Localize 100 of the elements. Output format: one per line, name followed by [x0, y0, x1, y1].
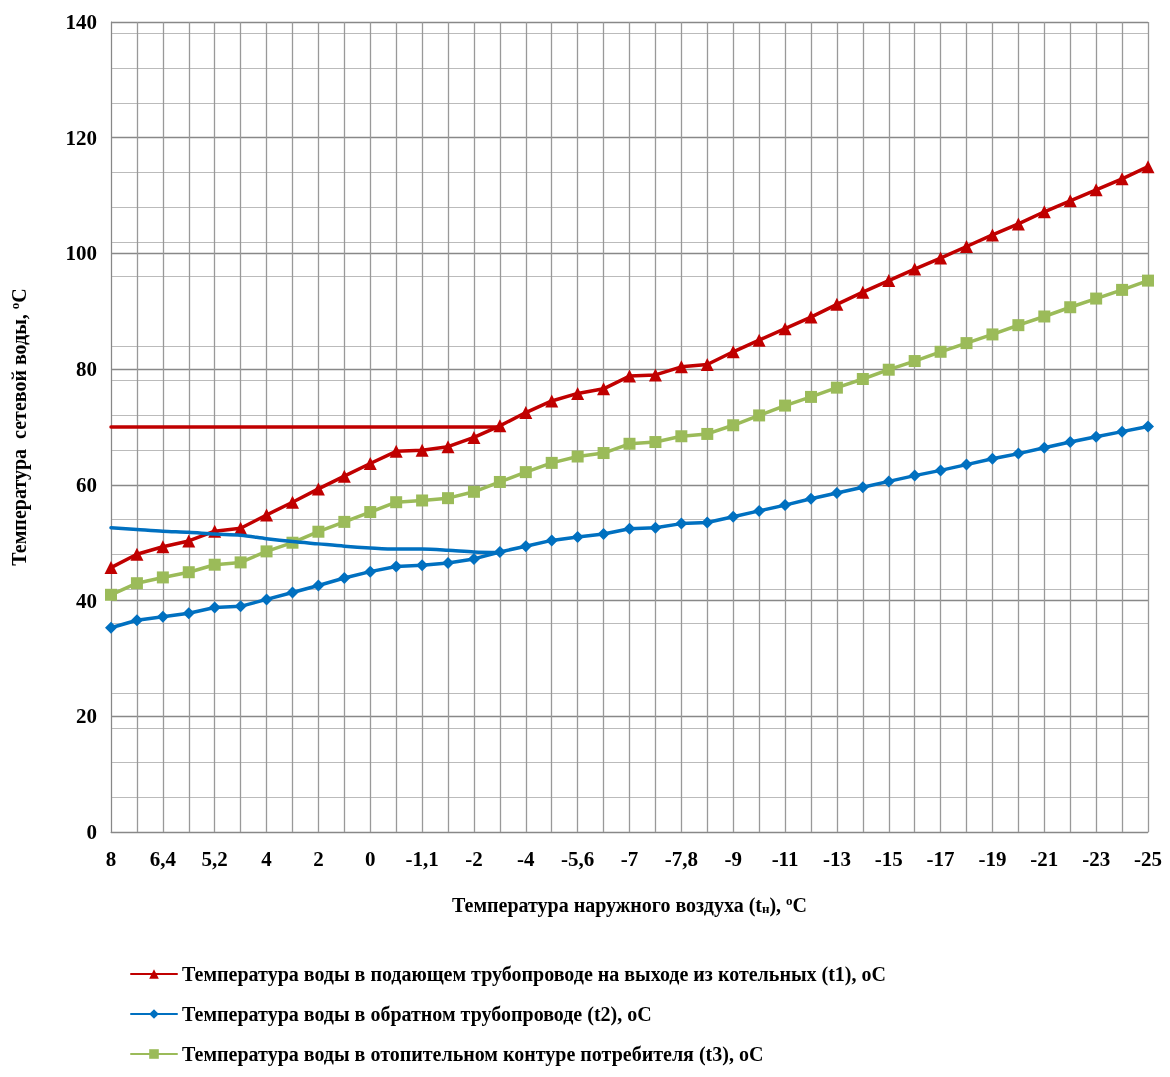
point — [830, 381, 843, 394]
point — [778, 322, 792, 336]
point — [804, 390, 817, 403]
point — [260, 545, 273, 558]
y-tick-label: 80 — [76, 357, 97, 382]
point — [856, 481, 869, 494]
point — [856, 372, 869, 385]
point — [571, 386, 585, 400]
point — [571, 450, 584, 463]
point — [726, 345, 740, 359]
legend-label: Температура воды в подающем трубопроводе на выходе из котельных (t1), оС — [182, 963, 886, 986]
point — [156, 540, 170, 554]
point — [337, 469, 351, 483]
point — [338, 515, 351, 528]
y-tick-label: 0 — [86, 820, 97, 844]
point — [882, 475, 895, 488]
point — [882, 363, 895, 376]
point — [493, 475, 506, 488]
x-tick-label: -1,1 — [405, 846, 439, 871]
point — [545, 534, 558, 547]
point — [804, 310, 818, 324]
point — [1089, 183, 1103, 197]
point — [442, 492, 455, 505]
x-tick-label: -13 — [822, 846, 851, 871]
point — [934, 251, 948, 265]
point — [934, 464, 947, 477]
x-tick-label: -2 — [465, 846, 483, 871]
point — [156, 571, 169, 584]
x-tick-label: 4 — [261, 846, 273, 871]
point — [648, 368, 662, 382]
point — [701, 516, 714, 529]
point — [182, 566, 195, 579]
point — [1038, 441, 1051, 454]
point — [312, 579, 325, 592]
point — [1116, 425, 1129, 438]
y-tick-label: 40 — [76, 588, 97, 613]
point — [753, 409, 766, 422]
x-tick-label: -5,6 — [561, 846, 595, 871]
y-tick-label: 60 — [76, 472, 97, 497]
point — [1012, 319, 1025, 332]
point — [727, 419, 740, 432]
point — [105, 621, 117, 634]
point — [674, 360, 688, 374]
point — [960, 458, 973, 471]
x-tick-label: -23 — [1082, 846, 1111, 871]
point — [908, 469, 921, 482]
x-tick-label: 0 — [365, 846, 376, 871]
point — [130, 577, 143, 590]
point — [208, 558, 221, 571]
x-tick-label: -7 — [620, 846, 639, 871]
point — [597, 382, 611, 396]
x-tick-label: -17 — [926, 846, 955, 871]
point — [1038, 310, 1051, 323]
point — [1064, 436, 1077, 449]
point — [260, 593, 273, 606]
x-tick-label: 8 — [105, 846, 117, 871]
point — [234, 556, 247, 569]
point — [960, 337, 973, 350]
point — [467, 430, 481, 444]
point — [752, 333, 766, 347]
point — [701, 427, 714, 440]
point — [364, 565, 377, 578]
point — [649, 521, 662, 534]
point — [1142, 420, 1154, 433]
point — [415, 443, 429, 457]
y-tick-label: 140 — [65, 10, 97, 34]
x-tick-label: -11 — [771, 846, 799, 871]
point — [727, 510, 740, 523]
point — [1037, 205, 1051, 219]
point — [519, 466, 532, 479]
point — [1090, 292, 1103, 305]
point — [312, 525, 325, 538]
x-tick-label: 2 — [313, 846, 324, 871]
point — [182, 534, 196, 548]
x-tick-label: 6,4 — [149, 846, 177, 871]
point — [130, 614, 143, 627]
point — [908, 355, 921, 368]
point — [182, 607, 195, 620]
point — [1012, 447, 1025, 460]
point — [1115, 172, 1129, 186]
point — [545, 456, 558, 469]
point — [1090, 430, 1103, 443]
point — [467, 485, 480, 498]
point — [364, 506, 377, 519]
point — [882, 274, 896, 288]
point — [130, 547, 144, 561]
point — [675, 430, 688, 443]
x-tick-label: -15 — [874, 846, 903, 871]
point — [623, 369, 636, 383]
point — [753, 504, 766, 517]
point — [1011, 217, 1025, 231]
point — [597, 528, 610, 541]
point — [285, 495, 299, 509]
point — [571, 530, 584, 543]
point — [104, 561, 118, 575]
x-tick-label: -9 — [724, 846, 742, 871]
legend-label: Температура воды в обратном трубопроводе (t2), оС — [182, 1003, 652, 1026]
point — [960, 239, 974, 253]
point — [1142, 274, 1154, 287]
point — [105, 588, 117, 601]
